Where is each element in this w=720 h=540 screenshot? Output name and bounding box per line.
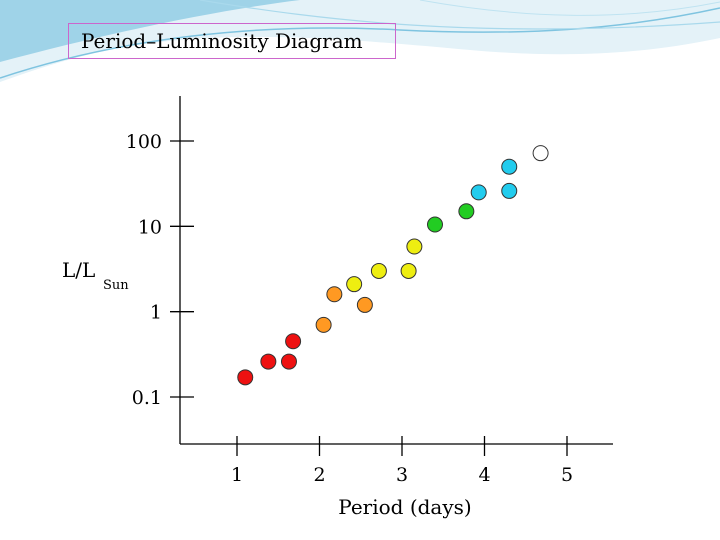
x-tick-label: 2 xyxy=(313,464,325,486)
data-point-green xyxy=(458,203,475,220)
x-ticks: 1 2 3 4 5 xyxy=(231,436,573,486)
header-swoosh-line-2 xyxy=(199,0,720,30)
data-point-yellow xyxy=(400,262,417,279)
data-point-red xyxy=(280,353,297,370)
y-tick-label: 0.1 xyxy=(132,387,162,409)
header-swoosh xyxy=(0,0,720,82)
x-tick-label: 5 xyxy=(561,464,573,486)
data-point-red xyxy=(260,353,277,370)
data-point-cyan xyxy=(501,182,518,199)
data-point-white xyxy=(532,145,549,162)
data-point-red xyxy=(285,333,302,350)
data-point-orange xyxy=(326,286,343,303)
x-tick-label: 4 xyxy=(478,464,490,486)
data-point-orange xyxy=(356,296,373,313)
y-tick-label: 10 xyxy=(138,216,162,238)
data-points xyxy=(237,145,549,386)
header-swoosh-line-1 xyxy=(0,7,720,79)
data-point-cyan xyxy=(470,184,487,201)
data-point-green xyxy=(427,216,443,233)
x-tick-label: 3 xyxy=(396,464,408,486)
data-point-orange xyxy=(315,316,332,333)
data-point-red xyxy=(237,369,254,386)
y-ticks: 100 10 1 0.1 xyxy=(126,131,194,409)
data-point-yellow xyxy=(346,276,363,293)
y-axis-title-subscript: Sun xyxy=(103,278,129,293)
data-point-yellow xyxy=(406,238,423,255)
data-point-cyan xyxy=(501,158,518,175)
y-axis-title: L/L xyxy=(62,258,95,282)
header-swoosh-line-3 xyxy=(419,0,720,16)
x-axis-title: Period (days) xyxy=(338,495,471,519)
chart-axes xyxy=(179,96,613,445)
x-tick-label: 1 xyxy=(231,464,243,486)
slide-title: Period–Luminosity Diagram xyxy=(68,23,396,59)
y-tick-label: 100 xyxy=(126,131,162,153)
header-swoosh-band xyxy=(0,0,300,62)
data-point-yellow xyxy=(370,262,387,279)
y-tick-label: 1 xyxy=(150,302,162,324)
